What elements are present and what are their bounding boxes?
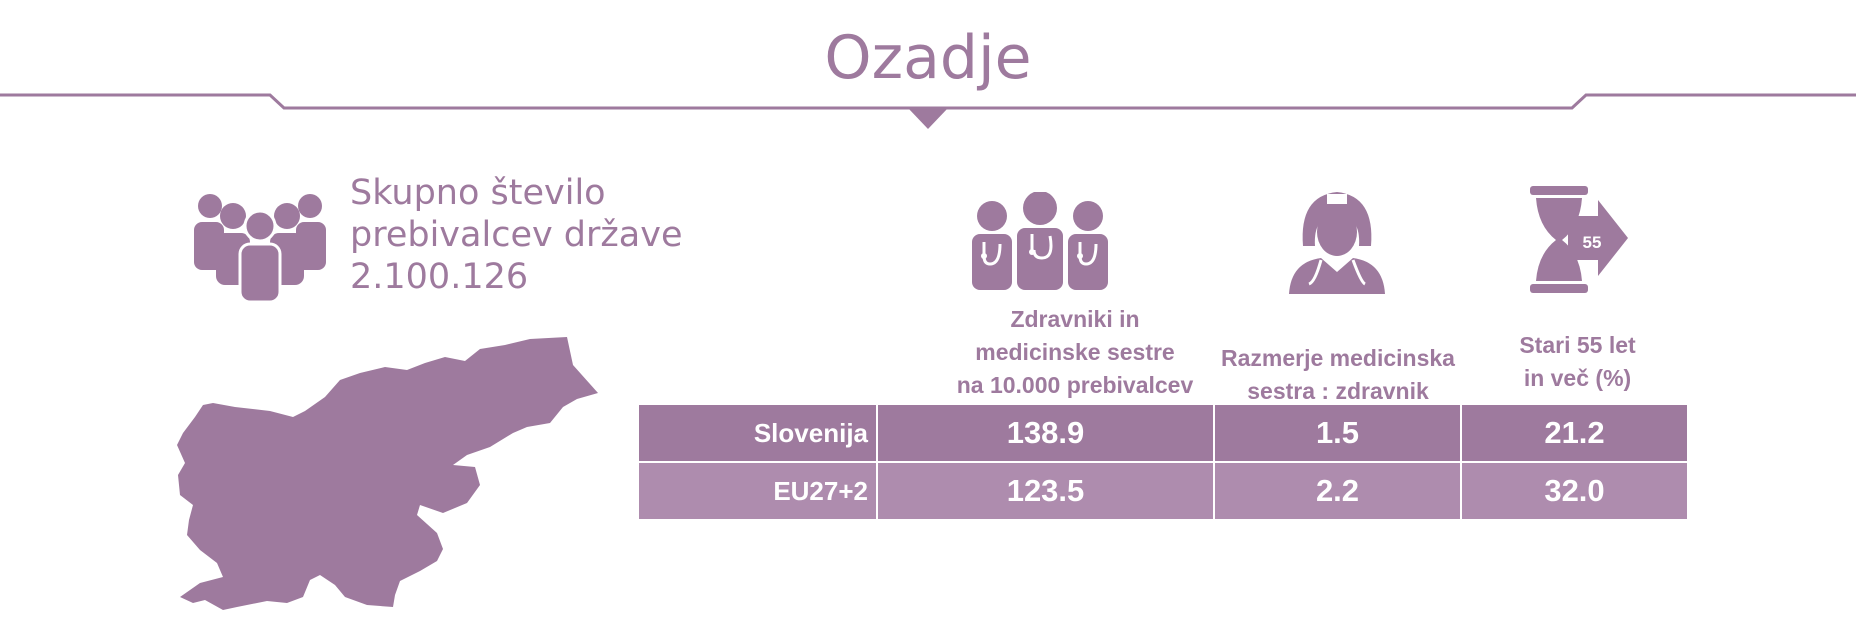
table-cell: 21.2	[1460, 403, 1689, 463]
slovenia-map	[175, 335, 605, 615]
header-divider	[0, 93, 1856, 129]
table-cell: 1.5	[1213, 403, 1462, 463]
stats-table: Slovenija 138.9 1.5 21.2 EU27+2 123.5 2.…	[637, 403, 1689, 521]
doctors-group-icon	[970, 192, 1110, 292]
column-header-ratio: Razmerje medicinska sestra : zdravnik	[1221, 345, 1455, 404]
table-cell: 138.9	[876, 403, 1215, 463]
table-row: EU27+2 123.5 2.2 32.0	[637, 461, 1689, 521]
column-header-density: Zdravniki in medicinske sestre na 10.000…	[956, 306, 1194, 398]
population-label-line1: Skupno število	[350, 173, 606, 213]
nurse-icon	[1285, 186, 1389, 294]
population-value: 2.100.126	[350, 257, 529, 297]
table-cell: 2.2	[1213, 461, 1462, 521]
table-row: Slovenija 138.9 1.5 21.2	[637, 403, 1689, 463]
page-title: Ozadje	[824, 23, 1032, 93]
hourglass-label: 55	[1583, 233, 1602, 252]
people-group-icon	[190, 188, 330, 303]
table-cell: 123.5	[876, 461, 1215, 521]
population-summary: Skupno število prebivalcev države 2.100.…	[350, 172, 682, 298]
column-header-age55: Stari 55 let in več (%)	[1519, 332, 1636, 391]
row-label: EU27+2	[637, 461, 878, 521]
population-label-line2: prebivalcev države	[350, 215, 683, 255]
table-cell: 32.0	[1460, 461, 1689, 521]
hourglass-55-icon: 55	[1528, 186, 1628, 296]
row-label: Slovenija	[637, 403, 878, 463]
